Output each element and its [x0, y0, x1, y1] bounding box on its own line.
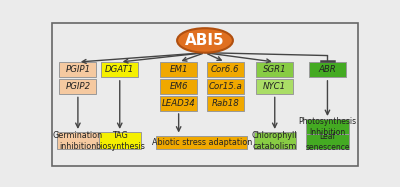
Text: Leaf
senescence: Leaf senescence	[305, 132, 350, 152]
FancyBboxPatch shape	[101, 62, 138, 77]
FancyBboxPatch shape	[309, 62, 346, 77]
Text: LEAD34: LEAD34	[162, 99, 196, 108]
FancyBboxPatch shape	[207, 96, 244, 111]
Text: Cor6.6: Cor6.6	[211, 65, 239, 74]
Text: ABR: ABR	[318, 65, 336, 74]
Text: DGAT1: DGAT1	[105, 65, 134, 74]
Text: Chlorophyll
catabolism: Chlorophyll catabolism	[252, 131, 298, 151]
Text: PGIP1: PGIP1	[65, 65, 90, 74]
FancyBboxPatch shape	[160, 96, 197, 111]
FancyBboxPatch shape	[160, 62, 197, 77]
FancyBboxPatch shape	[156, 136, 248, 149]
FancyBboxPatch shape	[207, 79, 244, 94]
FancyBboxPatch shape	[254, 132, 296, 149]
Text: Rab18: Rab18	[211, 99, 239, 108]
FancyBboxPatch shape	[306, 134, 349, 149]
Text: EM1: EM1	[170, 65, 188, 74]
Text: PGIP2: PGIP2	[65, 82, 90, 91]
Ellipse shape	[177, 28, 233, 53]
FancyBboxPatch shape	[306, 119, 349, 134]
FancyBboxPatch shape	[207, 62, 244, 77]
Text: NYC1: NYC1	[263, 82, 286, 91]
FancyBboxPatch shape	[256, 62, 293, 77]
Text: Abiotic stress adaptation: Abiotic stress adaptation	[152, 138, 252, 147]
FancyBboxPatch shape	[60, 79, 96, 94]
Text: SGR1: SGR1	[263, 65, 286, 74]
FancyBboxPatch shape	[57, 132, 99, 149]
Text: TAG
biosynthesis: TAG biosynthesis	[95, 131, 145, 151]
Text: Cor15.a: Cor15.a	[208, 82, 242, 91]
Text: Germination
inhibition: Germination inhibition	[53, 131, 103, 151]
Text: Photosynthesis
Inhibition: Photosynthesis Inhibition	[298, 117, 356, 137]
Text: ABI5: ABI5	[185, 33, 225, 48]
Text: EM6: EM6	[170, 82, 188, 91]
FancyBboxPatch shape	[160, 79, 197, 94]
FancyBboxPatch shape	[99, 132, 140, 149]
FancyBboxPatch shape	[256, 79, 293, 94]
FancyBboxPatch shape	[60, 62, 96, 77]
